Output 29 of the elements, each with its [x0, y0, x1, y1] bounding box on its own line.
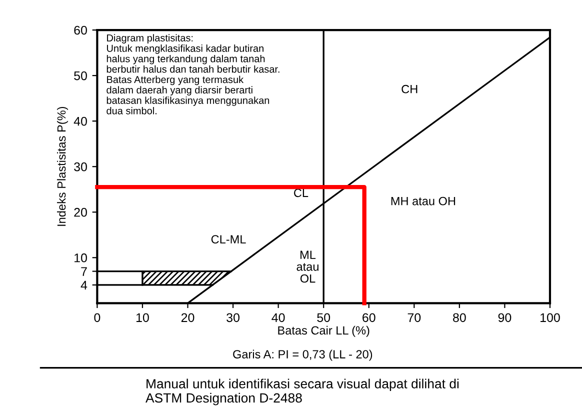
- annotation: ML atau OL: [296, 250, 318, 283]
- y-tick-label: 4: [80, 280, 88, 290]
- y-tick-label: 50: [74, 71, 87, 80]
- x-tick-label: 40: [272, 313, 285, 322]
- x-tick-label: 70: [408, 313, 421, 322]
- x-tick-label: 50: [317, 313, 330, 322]
- x-tick-label: 30: [226, 313, 240, 322]
- x-tick-label: 60: [362, 313, 376, 322]
- x-tick-label: 0: [94, 313, 100, 322]
- y-tick-label: 40: [74, 116, 87, 126]
- x-tick-label: 80: [453, 313, 466, 322]
- y-tick-label: 20: [74, 208, 87, 217]
- annotation: CL: [294, 188, 308, 198]
- y-tick-label: 10: [74, 253, 87, 262]
- annotation: CH: [402, 84, 418, 94]
- y-tick-label: 60: [74, 26, 87, 35]
- y-axis-title: Indeks Plastisitas P(%): [57, 106, 68, 226]
- x-tick-label: 10: [136, 313, 149, 322]
- x-tick-label: 90: [498, 313, 512, 322]
- annotation: CL-ML: [211, 235, 246, 244]
- y-tick-label: 30: [74, 162, 87, 172]
- text: Manual untuk identifikasi secara visual dapat dilihat di ASTM Designation D-2488: [146, 378, 459, 406]
- text: Garis A: PI = 0,73 (LL - 20): [233, 350, 372, 361]
- x-tick-label: 100: [540, 313, 560, 322]
- y-tick-label: 7: [81, 267, 87, 276]
- x-axis-title: Batas Cair LL (%): [278, 326, 370, 337]
- x-tick-label: 20: [181, 313, 194, 322]
- annotation: MH atau OH: [391, 196, 456, 206]
- annotation: Diagram plastisitas: Untuk mengklasifikasi kadar butiran halus yang terkandung dalam tanah berbutir halus dan tanah berbutir kasar. Batas Atterberg yang termasuk dalam daerah yang diarsir berarti batasan klasifikasinya menggunakan dua simbol.: [106, 34, 280, 114]
